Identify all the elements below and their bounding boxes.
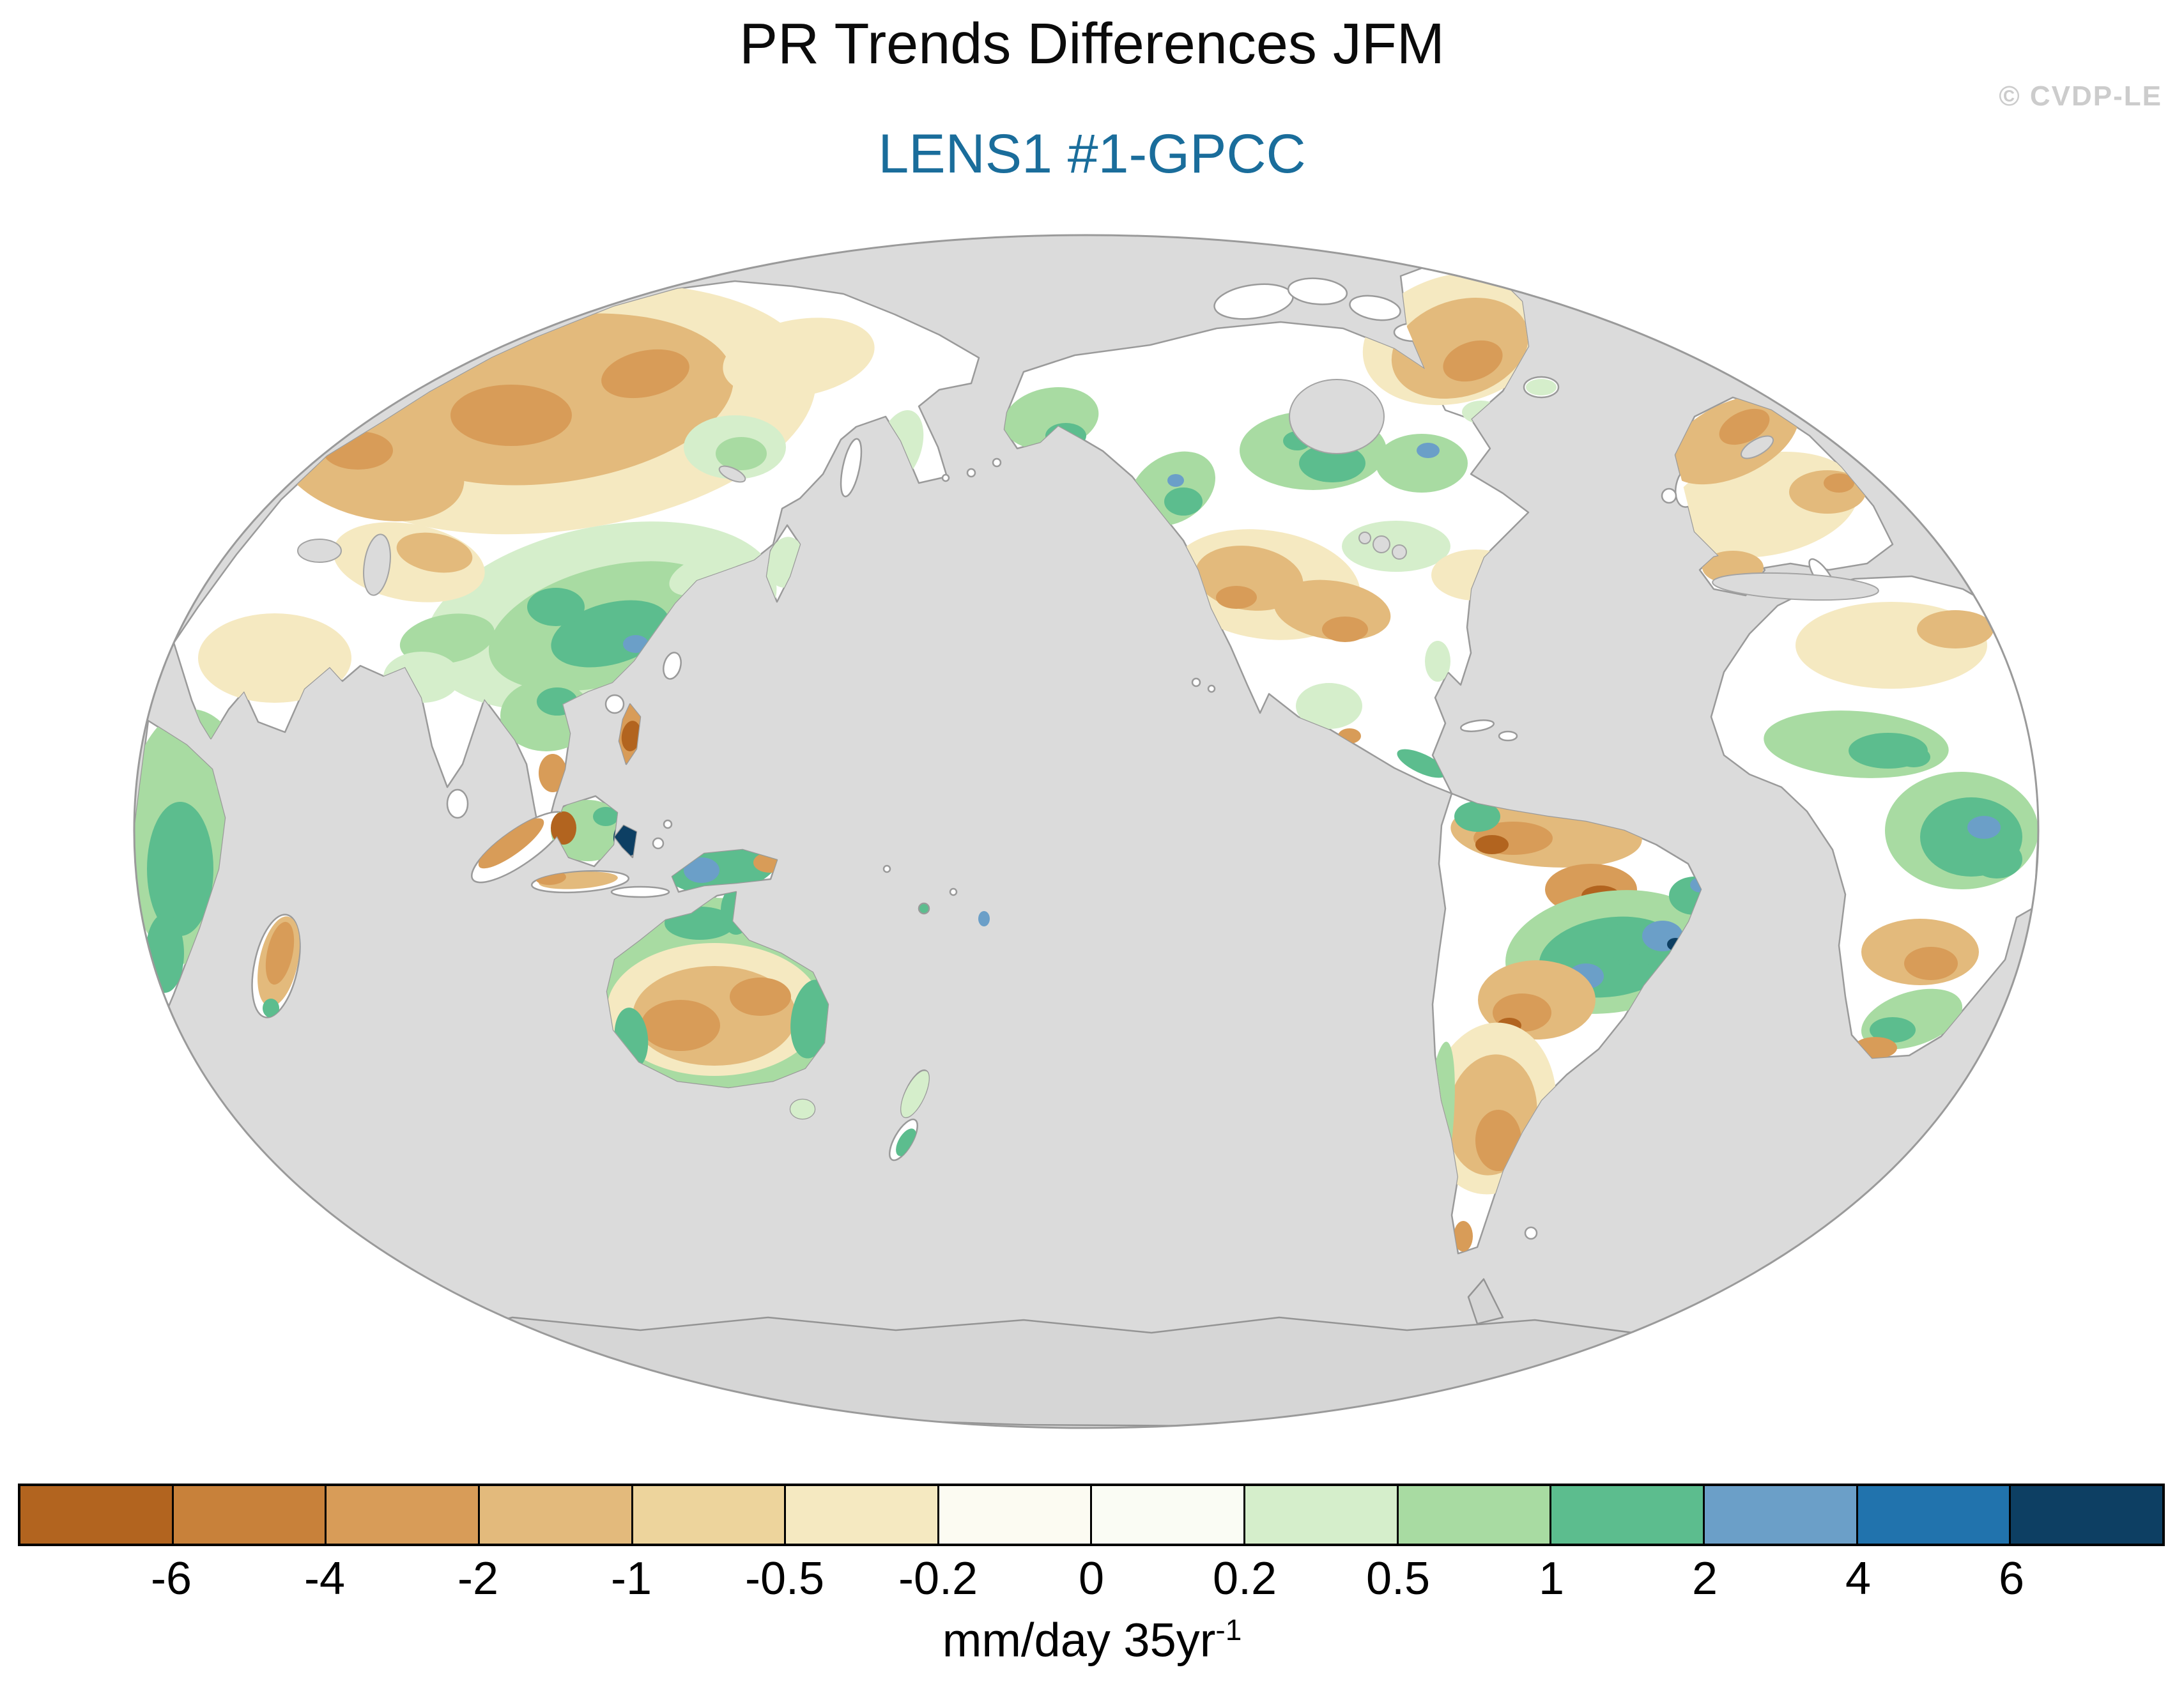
colorbar-tick-label: -2 — [457, 1553, 499, 1604]
colorbar-tick-label: -4 — [304, 1553, 346, 1604]
colorbar-tick-label: -0.5 — [744, 1553, 825, 1604]
page-title: PR Trends Differences JFM — [739, 12, 1445, 76]
colorbar-tick-label: 0 — [1078, 1553, 1105, 1604]
colorbar-tick-label: 6 — [1998, 1553, 2025, 1604]
cuba — [1459, 719, 1495, 732]
colorbar-segment — [1398, 1486, 1552, 1544]
world-map — [134, 235, 2038, 1428]
colorbar-tick-label: -6 — [150, 1553, 192, 1604]
colorbar-tick-label: 0.5 — [1365, 1553, 1431, 1604]
hainan — [604, 694, 625, 714]
ireland — [1661, 487, 1677, 504]
colorbar — [18, 1484, 2165, 1546]
pacific-island — [949, 887, 958, 896]
colorbar-segment — [939, 1486, 1093, 1544]
colorbar-segment — [1245, 1486, 1399, 1544]
aleutian-island — [992, 457, 1002, 468]
colorbar-tick-label: 0.2 — [1212, 1553, 1277, 1604]
pacific-island — [882, 864, 891, 873]
colorbar-segment — [479, 1486, 633, 1544]
moluccas-island — [663, 819, 673, 829]
colorbar-segment — [1705, 1486, 1858, 1544]
great-lake — [1392, 544, 1407, 560]
lake-baikal — [718, 465, 746, 483]
hispaniola — [1498, 730, 1518, 742]
map-outline — [133, 234, 2040, 1429]
colorbar-segment — [1092, 1486, 1246, 1544]
colorbar-segment — [1857, 1486, 2011, 1544]
colorbar-tick-label: 4 — [1845, 1553, 1872, 1604]
colorbar-segment — [173, 1486, 327, 1544]
water-bodies — [297, 379, 1879, 601]
colorbar-unit-label: mm/day 35yr — [942, 1613, 1216, 1667]
arctic-island — [1349, 295, 1401, 321]
sri-lanka — [446, 788, 469, 819]
lesser-sunda — [610, 886, 670, 898]
colorbar-tick-label: -1 — [610, 1553, 652, 1604]
colorbar-segment — [633, 1486, 787, 1544]
colorbar-segment — [786, 1486, 939, 1544]
taiwan — [663, 652, 682, 680]
great-lake — [1373, 535, 1390, 553]
great-lake — [1358, 532, 1371, 544]
colorbar-tick-label: -0.2 — [898, 1553, 978, 1604]
colorbar-tick-label: 1 — [1538, 1553, 1565, 1604]
hawaii-island — [1207, 684, 1216, 693]
colorbar-tick-label: 2 — [1691, 1553, 1718, 1604]
black-sea — [297, 539, 342, 563]
panel-subtitle: LENS1 #1-GPCC — [878, 123, 1306, 185]
colorbar-segment — [1551, 1486, 1705, 1544]
falklands — [1524, 1226, 1538, 1240]
sakhalin — [840, 438, 863, 498]
colorbar-segment — [2011, 1486, 2162, 1544]
hawaii-island — [1191, 677, 1201, 687]
caspian-sea — [363, 533, 391, 596]
aleutian-island — [941, 473, 950, 482]
hudson-bay — [1289, 379, 1385, 454]
mediterranean-sea — [1712, 572, 1879, 601]
colorbar-unit-exponent: -1 — [1215, 1613, 1242, 1646]
cvdp-watermark: © CVDP-LE — [1999, 81, 2162, 112]
colorbar-caption: mm/day 35yr-1 — [0, 1613, 2184, 1668]
moluccas-island — [652, 837, 665, 850]
baltic-sea — [1741, 435, 1774, 459]
arctic-island — [1287, 277, 1348, 305]
antarctic-peninsula — [1467, 1278, 1504, 1325]
colorbar-ticks: -6 -4 -2 -1 -0.5 -0.2 0 0.2 0.5 1 2 4 6 — [18, 1553, 2165, 1607]
colorbar-segment — [20, 1486, 174, 1544]
aleutian-island — [966, 468, 976, 478]
colorbar-segment — [327, 1486, 480, 1544]
